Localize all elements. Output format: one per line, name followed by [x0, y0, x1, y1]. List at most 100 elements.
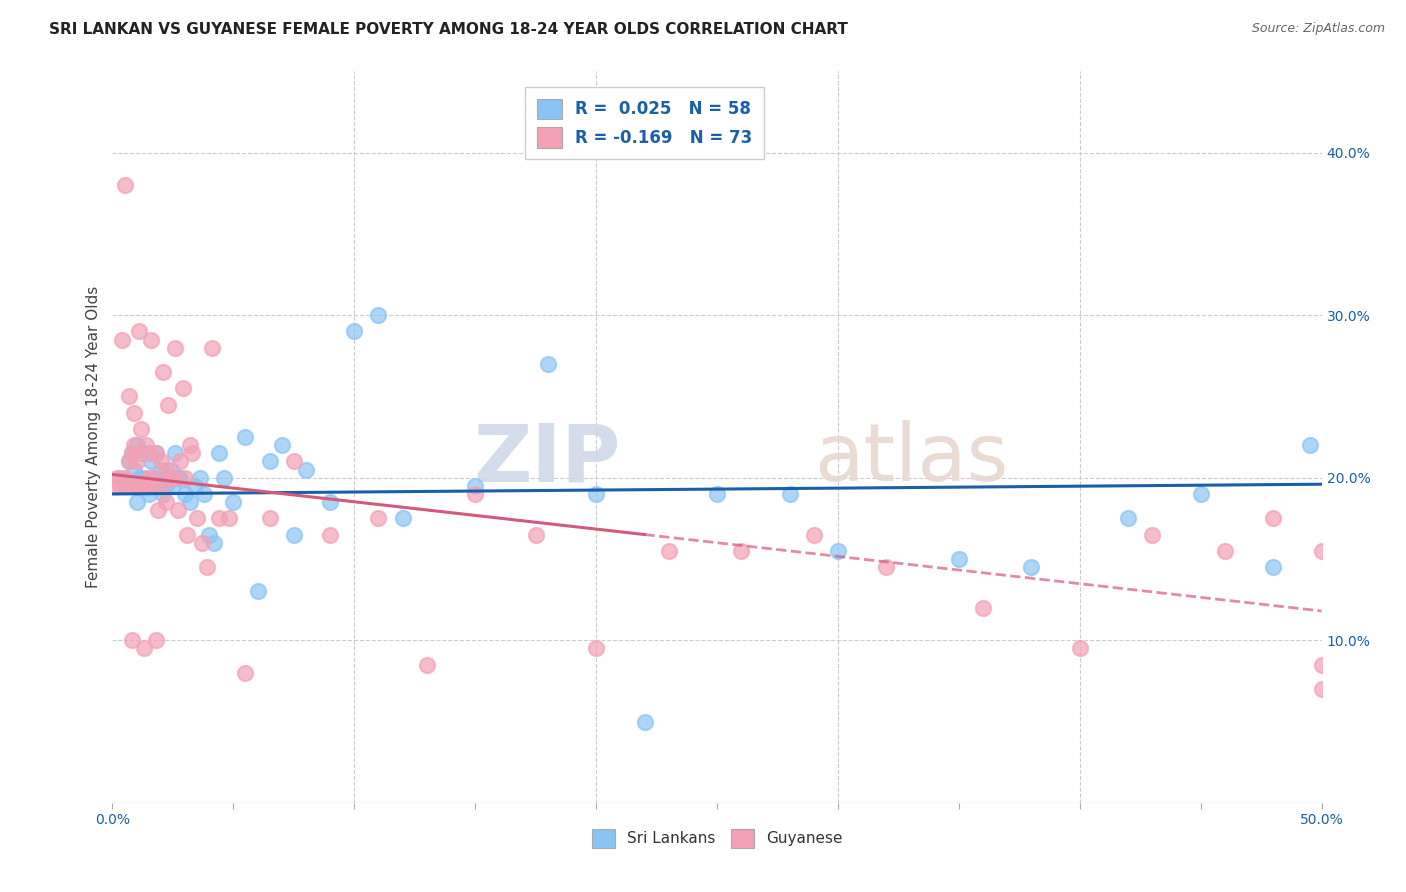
- Point: [155, 479, 177, 493]
- Point: [132, 471, 155, 485]
- Point: [186, 511, 208, 525]
- Point: [246, 584, 269, 599]
- Point: [135, 438, 157, 452]
- Point: [235, 665, 257, 680]
- Point: [202, 535, 225, 549]
- Legend: Sri Lankans, Guyanese: Sri Lankans, Guyanese: [586, 822, 848, 854]
- Point: [367, 511, 389, 525]
- Point: [138, 487, 160, 501]
- Point: [1069, 641, 1091, 656]
- Point: [148, 503, 170, 517]
- Point: [135, 479, 157, 493]
- Point: [208, 446, 231, 460]
- Point: [114, 479, 136, 493]
- Point: [159, 462, 181, 476]
- Point: [128, 471, 150, 485]
- Point: [779, 487, 801, 501]
- Point: [125, 479, 148, 493]
- Point: [125, 438, 148, 452]
- Point: [1142, 527, 1164, 541]
- Point: [138, 471, 160, 485]
- Point: [166, 503, 188, 517]
- Point: [201, 341, 224, 355]
- Point: [283, 454, 305, 468]
- Point: [172, 381, 194, 395]
- Point: [1310, 681, 1333, 696]
- Point: [152, 487, 174, 501]
- Point: [195, 560, 218, 574]
- Y-axis label: Female Poverty Among 18-24 Year Olds: Female Poverty Among 18-24 Year Olds: [86, 286, 101, 588]
- Point: [181, 446, 204, 460]
- Point: [118, 454, 141, 468]
- Point: [464, 487, 486, 501]
- Point: [138, 446, 160, 460]
- Point: [537, 357, 560, 371]
- Point: [122, 438, 145, 452]
- Point: [188, 471, 211, 485]
- Point: [121, 633, 143, 648]
- Point: [169, 471, 191, 485]
- Point: [235, 430, 257, 444]
- Point: [343, 325, 366, 339]
- Point: [132, 479, 155, 493]
- Point: [131, 422, 153, 436]
- Text: ZIP: ZIP: [472, 420, 620, 498]
- Point: [218, 511, 240, 525]
- Point: [1310, 657, 1333, 672]
- Point: [706, 487, 728, 501]
- Point: [141, 454, 163, 468]
- Point: [193, 487, 215, 501]
- Point: [132, 641, 155, 656]
- Point: [179, 438, 201, 452]
- Point: [416, 657, 439, 672]
- Point: [191, 535, 214, 549]
- Point: [169, 454, 191, 468]
- Point: [145, 633, 167, 648]
- Point: [159, 471, 181, 485]
- Point: [270, 438, 292, 452]
- Point: [152, 365, 174, 379]
- Point: [155, 462, 177, 476]
- Point: [122, 406, 145, 420]
- Point: [803, 527, 825, 541]
- Point: [948, 552, 970, 566]
- Point: [1189, 487, 1212, 501]
- Point: [259, 454, 281, 468]
- Point: [174, 487, 197, 501]
- Point: [162, 471, 184, 485]
- Point: [118, 454, 141, 468]
- Text: SRI LANKAN VS GUYANESE FEMALE POVERTY AMONG 18-24 YEAR OLDS CORRELATION CHART: SRI LANKAN VS GUYANESE FEMALE POVERTY AM…: [49, 22, 848, 37]
- Point: [524, 527, 547, 541]
- Point: [1021, 560, 1043, 574]
- Point: [105, 471, 128, 485]
- Point: [125, 495, 148, 509]
- Point: [115, 479, 138, 493]
- Point: [157, 471, 180, 485]
- Point: [183, 479, 205, 493]
- Point: [198, 527, 221, 541]
- Point: [222, 495, 245, 509]
- Point: [1263, 511, 1285, 525]
- Point: [125, 454, 148, 468]
- Point: [283, 527, 305, 541]
- Point: [1116, 511, 1139, 525]
- Point: [259, 511, 281, 525]
- Point: [319, 495, 342, 509]
- Point: [972, 600, 994, 615]
- Point: [149, 462, 172, 476]
- Point: [118, 389, 141, 403]
- Point: [155, 495, 177, 509]
- Point: [1213, 544, 1236, 558]
- Point: [114, 471, 136, 485]
- Point: [165, 341, 187, 355]
- Point: [121, 446, 143, 460]
- Point: [1263, 560, 1285, 574]
- Point: [114, 178, 136, 193]
- Point: [145, 446, 167, 460]
- Point: [131, 479, 153, 493]
- Point: [585, 641, 607, 656]
- Point: [141, 471, 163, 485]
- Point: [165, 446, 187, 460]
- Point: [148, 479, 170, 493]
- Point: [149, 454, 172, 468]
